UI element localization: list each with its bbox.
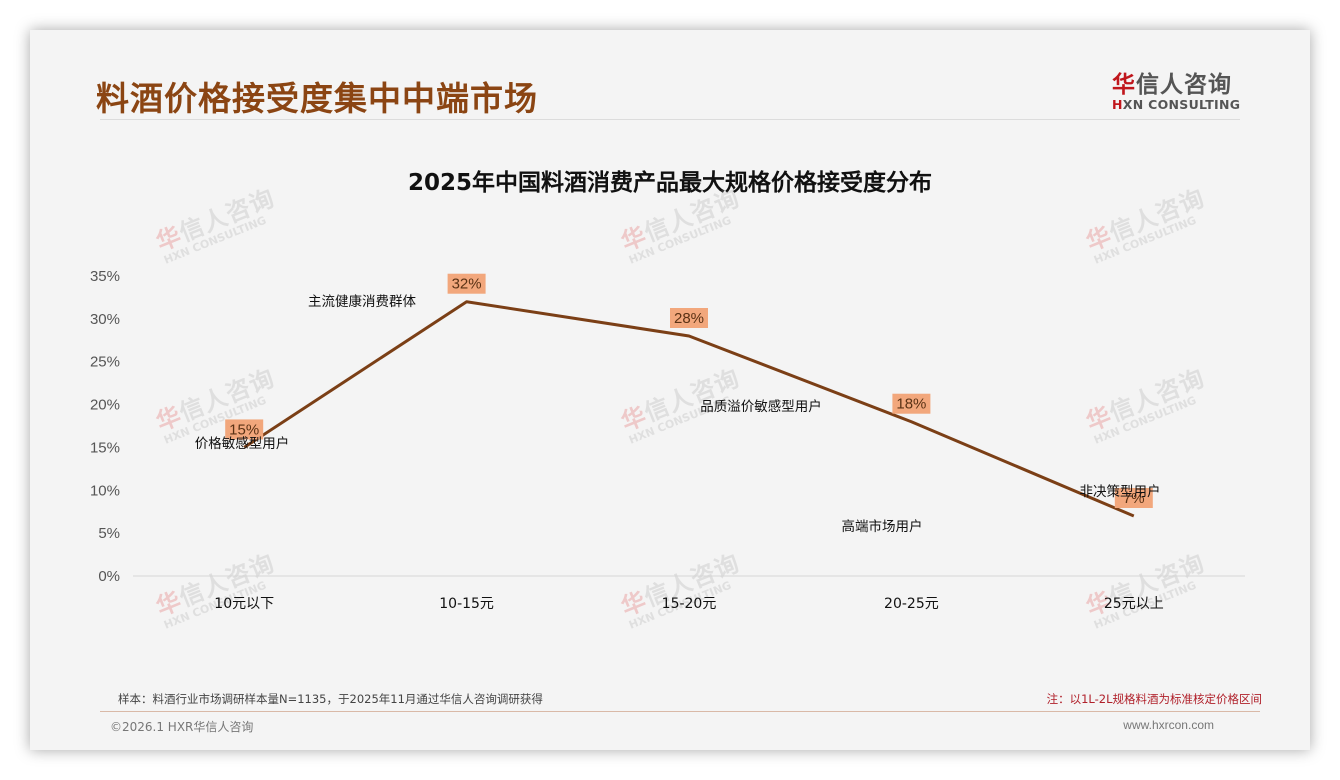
sample-note: 样本：料酒行业市场调研样本量N=1135，于2025年11月通过华信人咨询调研获…: [118, 692, 543, 706]
data-label: 15%: [229, 421, 259, 438]
footer-divider: [100, 711, 1260, 712]
price-range-note: 注：以1L-2L规格料酒为标准核定价格区间: [1046, 692, 1262, 706]
copyright: ©2026.1 HXR华信人咨询: [110, 720, 254, 734]
data-label: 32%: [452, 276, 482, 293]
data-label-box: [670, 308, 708, 328]
x-tick-label: 25元以上: [1104, 596, 1164, 612]
y-tick-label: 0%: [98, 568, 120, 585]
y-tick-label: 25%: [90, 354, 120, 371]
y-tick-label: 35%: [90, 268, 120, 285]
series-line: [243, 300, 1135, 518]
data-label: 18%: [896, 396, 926, 413]
x-tick-label: 10-15元: [439, 596, 494, 612]
y-tick-label: 5%: [98, 525, 120, 542]
brand-logo: 华信人咨询 HXN CONSULTING: [1112, 65, 1247, 112]
data-label-box: [892, 393, 931, 414]
y-tick-label: 30%: [90, 311, 120, 328]
y-tick-label: 15%: [90, 439, 120, 456]
segment-annotation: 主流健康消费群体: [308, 293, 416, 310]
logo-cn: 华信人咨询: [1112, 72, 1232, 98]
x-tick-label: 10元以下: [214, 596, 274, 612]
data-label-box: [447, 273, 486, 294]
title-divider: [100, 119, 1240, 120]
segment-annotation: 非决策型用户: [1080, 483, 1161, 500]
website-link[interactable]: www.hxrcon.com: [1123, 718, 1214, 732]
x-tick-label: 20-25元: [884, 596, 939, 612]
y-tick-label: 20%: [90, 397, 120, 414]
segment-annotation: 品质溢价敏感型用户: [700, 398, 822, 415]
data-label-box: [225, 419, 264, 440]
x-tick-label: 15-20元: [662, 596, 717, 612]
slide-card: 料酒价格接受度集中中端市场 华信人咨询 HXN CONSULTING 2025年…: [30, 30, 1310, 750]
data-label: 7%: [1123, 490, 1145, 507]
chart-title: 2025年中国料酒消费产品最大规格价格接受度分布: [407, 170, 932, 196]
line-chart: 0% 5% 10% 15% 20% 25% 30% 35% 10元以下 10-15元 15-20元 2…: [90, 268, 1245, 612]
logo-en: HXN CONSULTING: [1112, 97, 1241, 112]
data-label: 28%: [674, 310, 704, 327]
y-tick-label: 10%: [90, 482, 120, 499]
data-label-box: [1114, 488, 1153, 508]
page-title: 料酒价格接受度集中中端市场: [96, 79, 538, 118]
segment-annotation: 高端市场用户: [842, 518, 923, 535]
segment-annotation: 价格敏感型用户: [195, 435, 290, 452]
